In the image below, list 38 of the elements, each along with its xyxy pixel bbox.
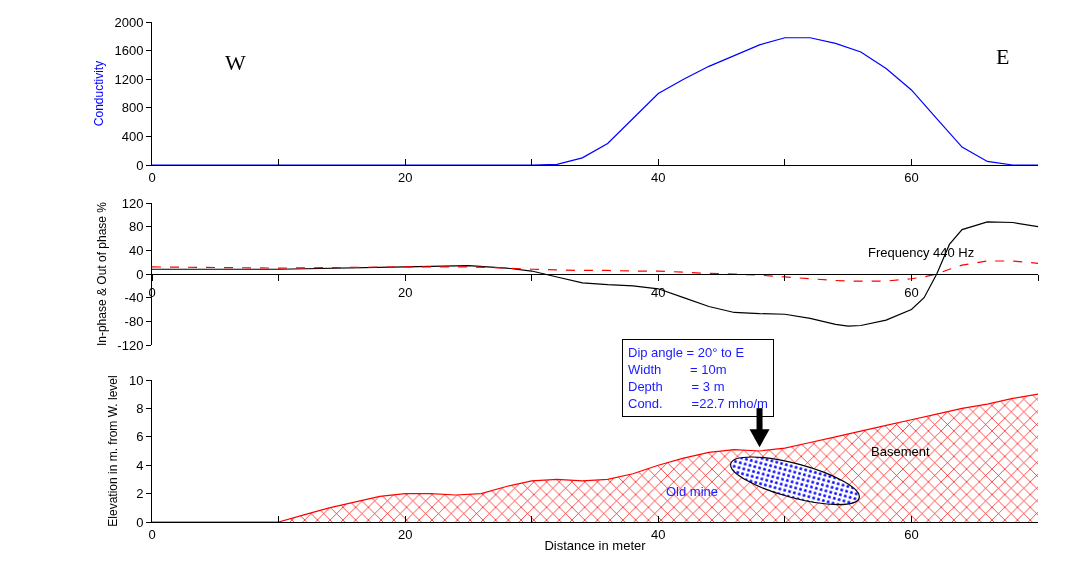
x-tick-label: 40 xyxy=(651,169,666,185)
annotation: Old mine xyxy=(666,484,719,499)
y-tick-label: 0 xyxy=(136,514,144,530)
y-tick-label: 0 xyxy=(136,266,144,282)
x-tick-label: 0 xyxy=(148,526,156,542)
annotation: W xyxy=(225,50,246,75)
annotation: Dip angle = 20° to E Width = 10m Depth = 3 m Cond. =22.7 mho/m xyxy=(628,345,768,411)
y-tick-label: 1200 xyxy=(114,71,144,87)
x-tick-label: 60 xyxy=(904,526,919,542)
y-axis-title: Conductivity xyxy=(91,60,106,127)
x-tick-label: 20 xyxy=(397,169,413,185)
annotation: Basement xyxy=(871,444,930,459)
y-tick-label: 80 xyxy=(128,219,144,235)
y-tick-label: 6 xyxy=(136,429,144,445)
y-tick-label: 8 xyxy=(136,400,144,416)
y-tick-label: 1600 xyxy=(114,43,144,59)
y-axis-title: In-phase & Out of phase % xyxy=(94,201,109,347)
x-axis-title: Distance in meter xyxy=(544,538,647,554)
x-tick-label: 60 xyxy=(904,284,919,300)
y-tick-label: 4 xyxy=(136,457,144,473)
annotation: E xyxy=(996,44,1010,69)
y-tick-label: 400 xyxy=(121,128,144,144)
y-tick-label: -40 xyxy=(124,290,144,306)
x-tick-label: 20 xyxy=(397,284,413,300)
x-tick-label: 40 xyxy=(651,526,666,542)
y-axis-title: Elevation in m. from W. level xyxy=(106,375,121,527)
y-tick-label: -80 xyxy=(124,313,144,329)
x-tick-label: 0 xyxy=(148,169,156,185)
y-tick-label: 0 xyxy=(136,157,144,173)
x-tick-label: 60 xyxy=(904,169,919,185)
y-tick-label: 40 xyxy=(128,242,144,258)
y-tick-label: 120 xyxy=(121,195,144,211)
y-tick-label: 800 xyxy=(121,100,144,116)
y-tick-label: -120 xyxy=(117,337,144,353)
y-tick-label: 10 xyxy=(128,372,144,388)
y-tick-label: 2000 xyxy=(114,14,144,30)
x-tick-label: 20 xyxy=(397,526,413,542)
y-tick-label: 2 xyxy=(136,486,144,502)
